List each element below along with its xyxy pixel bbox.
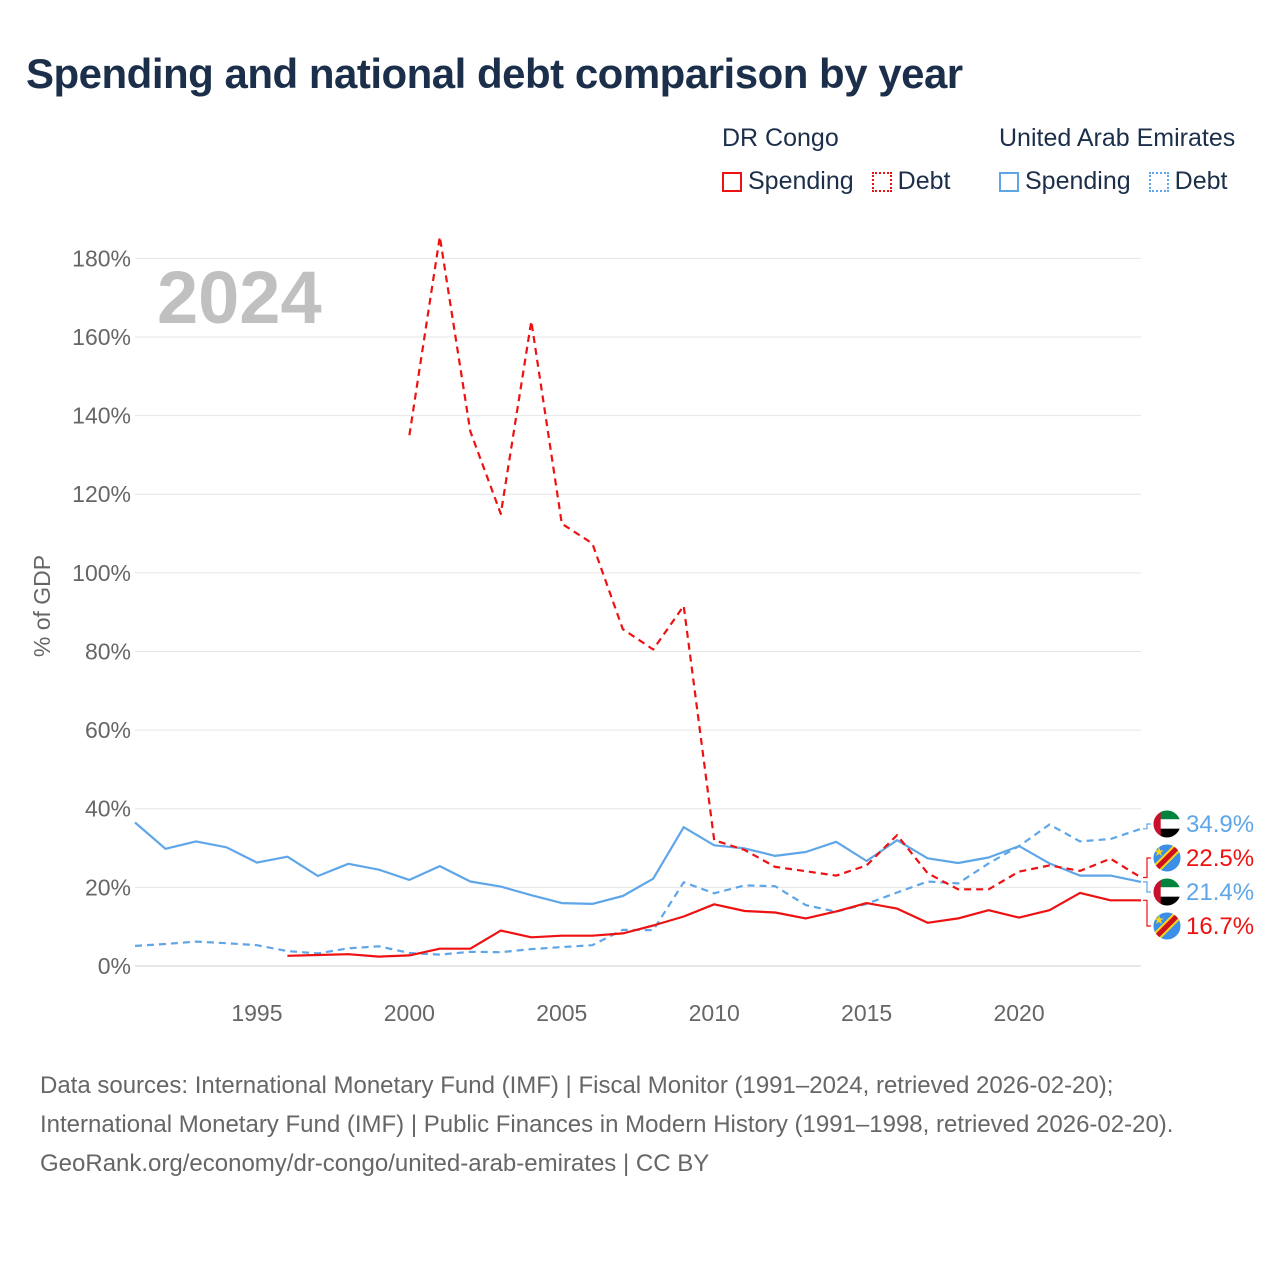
legend-swatch-dotted xyxy=(871,171,892,192)
legend-swatch-solid xyxy=(722,171,742,192)
end-label-connector xyxy=(1143,823,1151,830)
axis-layer: 0% 20% 40% 60% 80% 100% 120% 140% 160% 180% 1995 20… xyxy=(72,245,1044,1026)
legend-group-uae: United Arab Emirates Spending Debt xyxy=(999,124,1245,196)
end-label-layer: 34.9% 22.5% 21.4% 16.7% xyxy=(1143,809,1254,941)
legend-item-drc-spending[interactable]: Spending xyxy=(722,167,854,196)
y-axis-label: % of GDP xyxy=(29,555,55,657)
legend-label: Debt xyxy=(897,167,951,195)
legend-group-dr-congo: DR Congo Spending Debt xyxy=(722,124,968,196)
uae-flag-icon xyxy=(1152,809,1182,839)
y-tick-label: 120% xyxy=(72,481,131,507)
y-tick-label: 160% xyxy=(72,324,131,350)
legend-label: Spending xyxy=(1025,167,1131,195)
legend-item-uae-spending[interactable]: Spending xyxy=(999,167,1131,196)
end-label-connector xyxy=(1143,899,1151,927)
footer: Data sources: International Monetary Fun… xyxy=(40,1066,1240,1183)
drc-flag-icon xyxy=(1152,911,1182,941)
y-tick-label: 140% xyxy=(72,403,131,429)
y-tick-label: 60% xyxy=(85,717,131,743)
x-tick-label: 2020 xyxy=(993,1000,1044,1026)
end-label-connector xyxy=(1143,857,1151,879)
credit-link[interactable]: GeoRank.org/economy/dr-congo/united-arab… xyxy=(40,1150,710,1177)
year-watermark: 2024 xyxy=(157,256,322,339)
end-label-connector xyxy=(1143,881,1151,893)
y-tick-label: 80% xyxy=(85,638,131,664)
x-tick-label: 2010 xyxy=(689,1000,740,1026)
end-value-label: 34.9% xyxy=(1186,811,1254,838)
series-line-dr-congo-debt[interactable] xyxy=(408,235,1142,891)
y-tick-label: 180% xyxy=(72,245,131,271)
legend-group-name: DR Congo xyxy=(722,124,839,152)
x-tick-label: 2015 xyxy=(841,1000,892,1026)
series-layer xyxy=(134,235,1142,958)
legend-label: Debt xyxy=(1174,167,1228,195)
y-tick-label: 20% xyxy=(85,874,131,900)
grid-layer xyxy=(135,257,1141,967)
legend-swatch-dotted xyxy=(1148,171,1169,192)
uae-flag-icon xyxy=(1152,877,1182,907)
x-tick-label: 2000 xyxy=(384,1000,435,1026)
line-chart: 2024 % of GDP 0% 20% 40% 60% 80% 100% 120% 140%… xyxy=(29,235,1254,1026)
series-line-united-arab-emirates-spending[interactable] xyxy=(134,821,1142,905)
x-tick-label: 1995 xyxy=(231,1000,282,1026)
y-tick-label: 100% xyxy=(72,560,131,586)
y-tick-label: 0% xyxy=(98,953,131,979)
end-value-label: 16.7% xyxy=(1186,913,1254,940)
series-line-dr-congo-spending[interactable] xyxy=(287,891,1141,958)
end-value-label: 22.5% xyxy=(1186,845,1254,872)
legend-item-uae-debt[interactable]: Debt xyxy=(1148,167,1228,196)
legend-item-drc-debt[interactable]: Debt xyxy=(871,167,951,196)
chart-title: Spending and national debt comparison by… xyxy=(26,50,963,97)
data-sources: Data sources: International Monetary Fun… xyxy=(40,1072,1174,1138)
end-value-label: 21.4% xyxy=(1186,879,1254,906)
legend-group-name: United Arab Emirates xyxy=(999,124,1236,152)
x-tick-label: 2005 xyxy=(536,1000,587,1026)
y-tick-label: 40% xyxy=(85,796,131,822)
legend-label: Spending xyxy=(748,167,854,195)
legend-swatch-solid xyxy=(999,171,1019,192)
drc-flag-icon xyxy=(1152,843,1182,873)
